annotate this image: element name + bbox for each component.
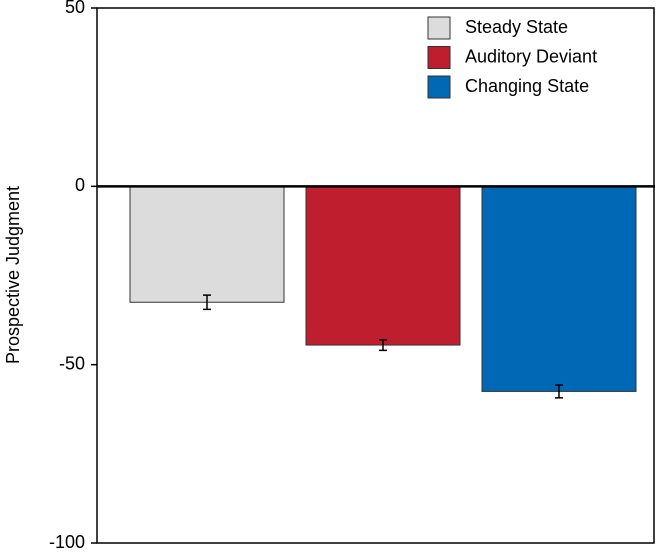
legend-label: Steady State xyxy=(465,17,568,37)
plot-frame xyxy=(96,7,655,544)
legend-swatch xyxy=(427,75,451,99)
y-tick-label: 0 xyxy=(75,175,85,195)
legend-label: Auditory Deviant xyxy=(465,46,597,66)
y-tick-label: 50 xyxy=(65,0,85,17)
error-bar xyxy=(555,384,563,399)
legend-swatch xyxy=(427,46,451,69)
bar xyxy=(481,185,637,392)
bar xyxy=(305,185,461,346)
bar xyxy=(129,185,285,303)
y-axis-label: Prospective Judgment xyxy=(3,186,23,364)
error-bar xyxy=(203,294,211,311)
y-tick-label: -100 xyxy=(49,532,85,552)
error-bar xyxy=(379,338,387,352)
legend-label: Changing State xyxy=(465,76,589,96)
legend-swatch xyxy=(427,16,451,40)
y-tick-label: -50 xyxy=(59,353,85,373)
